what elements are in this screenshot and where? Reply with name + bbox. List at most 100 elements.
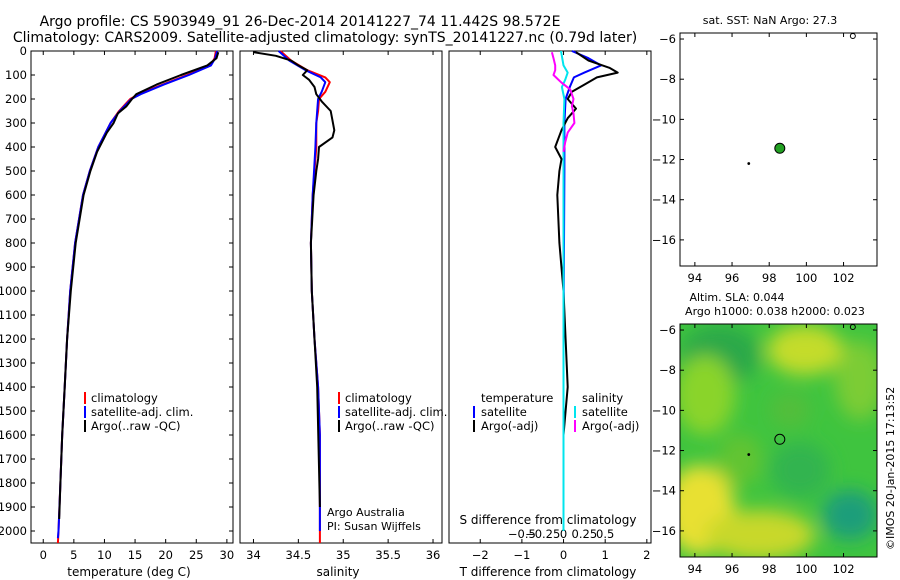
series-line-satellite-adj-clim- [277,50,327,531]
sla-map-markers [747,324,856,456]
lat-tick-label: −12 [652,444,676,458]
legend-label-climatology: climatology [91,391,158,405]
lon-tick-label: 102 [833,271,855,285]
temperature-panel: 0 5 10 15 20 25 30 010020030040050060070080090… [0,44,651,579]
depth-tick-label: 1200 [0,332,27,346]
series-line-s-argo-adj- [550,51,576,152]
temperature-lines [56,50,220,544]
depth-tick-label: 600 [5,188,27,202]
difference-x-ticks: −2 −1 0 1 2 −0.5−0.25 0 0.250.5 [472,51,650,562]
annotation-pi: PI: Susan Wijffels [327,520,421,533]
depth-tick-label: 500 [5,164,27,178]
x-tick-label: 2 [643,548,650,562]
difference-axes [448,50,652,544]
series-line-argo-raw-qc- [253,51,336,508]
imos-watermark: ©IMOS 20-Jan-2015 17:13:52 [884,387,897,550]
depth-tick-label: 1100 [0,308,27,322]
x-tick-label: −1 [513,548,530,562]
lon-tick-label: 100 [795,271,817,285]
sla-map-panel: Altim. SLA: 0.044 Argo h1000: 0.038 h200… [652,291,878,576]
top-tick-label: 0 [560,527,567,541]
depth-tick-label: 400 [5,140,27,154]
argo-float-marker [774,433,786,445]
legend-label-climatology: climatology [345,391,412,405]
x-tick-label: 10 [97,548,112,562]
sla-map-axes [679,323,878,558]
x-tick-label: −2 [472,548,489,562]
x-tick-label: 34.5 [286,548,312,562]
annotation-argo-australia: Argo Australia [327,506,405,519]
legend-label-satellite: satellite-adj. clim. [345,405,447,419]
x-tick-label: 0 [560,548,567,562]
x-tick-label: 30 [220,548,235,562]
depth-tick-label: 1700 [0,452,27,466]
salinity-lines [253,50,336,543]
temperature-x-label: temperature (deg C) [67,565,190,579]
salinity-x-label: salinity [316,565,359,579]
x-tick-label: 5 [70,548,77,562]
lat-tick-label: −14 [652,193,676,207]
sla-map-title-line2: Argo h1000: 0.038 h2000: 0.023 [685,305,865,318]
figure-title-line2: Climatology: CARS2009. Satellite-adjuste… [13,30,637,46]
top-tick-label: −0.25 [525,527,560,541]
lat-tick-label: −6 [659,323,676,337]
lon-tick-label: 94 [688,562,703,576]
sla-map-title-line1: Altim. SLA: 0.044 [689,291,784,304]
depth-tick-label: 1900 [0,500,27,514]
difference-legend: temperature salinity satellite Argo(-adj… [473,391,639,433]
salinity-legend: climatology satellite-adj. clim. Argo(..… [338,391,447,433]
lon-tick-label: 96 [725,562,740,576]
series-line-s-satellite [560,50,569,531]
depth-tick-label: 700 [5,212,27,226]
lat-tick-label: −12 [652,153,676,167]
difference-x-label: T difference from climatology [459,565,637,579]
sst-map-ticks: 94 96 98 100 102 −6 −8 −10 −12 −14 −16 [652,32,877,285]
lat-tick-label: −10 [652,112,676,126]
difference-lines [550,50,619,531]
lon-tick-label: 94 [688,271,703,285]
salinity-axes [239,50,443,544]
lat-tick-label: −8 [659,72,676,86]
temperature-axes [30,50,234,544]
x-tick-label: 1 [602,548,609,562]
x-tick-label: 25 [189,548,204,562]
depth-tick-label: 0 [20,44,27,58]
x-tick-label: 34 [246,548,261,562]
lon-tick-label: 98 [762,562,777,576]
x-tick-label: 35.5 [375,548,401,562]
depth-tick-label: 900 [5,260,27,274]
temperature-x-ticks: 0 5 10 15 20 25 30 [40,51,235,562]
corner-marker [849,33,856,39]
depth-tick-label: 1400 [0,380,27,394]
legend-title-salinity: salinity [582,391,623,405]
x-tick-label: 0 [40,548,47,562]
depth-tick-label: 300 [5,116,27,130]
lat-tick-label: −6 [659,32,676,46]
lat-tick-label: −8 [659,363,676,377]
difference-top-label: S difference from climatology [460,513,637,527]
salinity-panel: 34 34.5 35 35.5 36 climatology satellite-adj… [239,50,447,579]
top-tick-label: 0.5 [596,527,614,541]
depth-tick-label: 1500 [0,404,27,418]
legend-label-t-satellite: satellite [481,405,527,419]
x-tick-label: 36 [426,548,441,562]
legend-label-satellite: satellite-adj. clim. [91,405,193,419]
lon-tick-label: 98 [762,271,777,285]
x-tick-label: 35 [336,548,351,562]
legend-label-t-argo: Argo(-adj) [481,419,538,433]
lat-tick-label: −16 [652,233,676,247]
legend-label-s-satellite: satellite [582,405,628,419]
depth-tick-label: 1300 [0,356,27,370]
sst-map-panel: sat. SST: NaN Argo: 27.3 94 96 98 100 102 −6 −… [652,14,878,285]
depth-tick-label: 2000 [0,524,27,538]
figure-title-line1: Argo profile: CS 5903949_91 26-Dec-2014 … [40,14,561,30]
depth-tick-label: 200 [5,92,27,106]
depth-tick-label: 1800 [0,476,27,490]
sst-map-title: sat. SST: NaN Argo: 27.3 [703,14,837,27]
legend-title-temperature: temperature [481,391,553,405]
corner-marker [849,324,856,330]
lon-tick-label: 100 [795,562,817,576]
argo-float-marker [774,142,786,154]
depth-tick-label: 1600 [0,428,27,442]
